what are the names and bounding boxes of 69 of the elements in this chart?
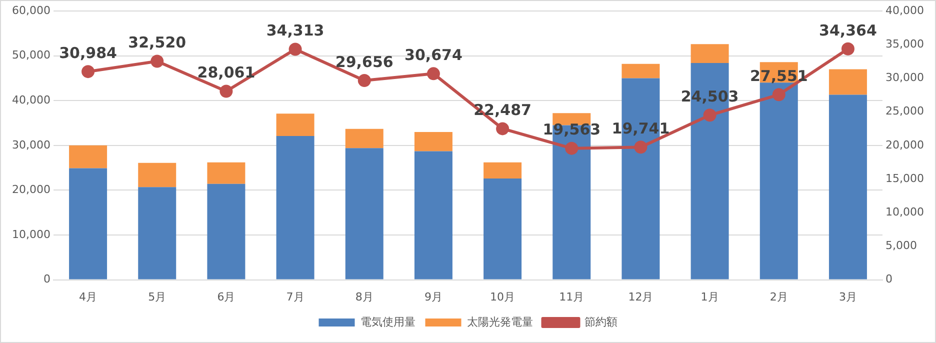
x-tick-label: 6月: [217, 290, 236, 304]
legend-label: 太陽光発電量: [466, 315, 533, 328]
y-tick-label: 50,000: [12, 48, 50, 62]
point: [841, 42, 854, 56]
y-tick-label: 10,000: [12, 228, 50, 241]
point: [772, 88, 786, 102]
y2-tick-label: 25,000: [886, 104, 924, 118]
x-tick-label: 9月: [424, 290, 442, 304]
bar: [690, 44, 729, 63]
point: [496, 122, 510, 136]
bar: [828, 94, 867, 280]
y2-tick-label: 40,000: [886, 4, 924, 17]
y-tick-label: 30,000: [12, 138, 50, 152]
point: [82, 65, 95, 78]
bar: [69, 145, 108, 168]
bar: [345, 148, 384, 280]
x-tick-label: 7月: [286, 290, 304, 304]
data-label: 34,313: [266, 22, 324, 40]
x-tick-label: 2月: [770, 290, 788, 304]
data-label: 29,656: [335, 52, 394, 71]
bar: [484, 162, 522, 179]
y2-tick-label: 15,000: [886, 172, 924, 185]
data-label: 30,674: [404, 46, 462, 64]
x-tick-label: 1月: [700, 290, 719, 304]
y-tick-label: 40,000: [12, 93, 50, 106]
point: [703, 108, 716, 122]
point: [565, 142, 578, 155]
point: [634, 140, 648, 154]
bar: [207, 184, 246, 280]
x-tick-label: 8月: [355, 290, 374, 304]
bar: [138, 162, 176, 188]
bar: [207, 162, 246, 184]
x-tick-label: 4月: [79, 290, 98, 304]
x-tick-label: 3月: [838, 290, 857, 304]
point: [426, 67, 440, 80]
point: [150, 54, 164, 68]
bar: [276, 114, 314, 136]
y-tick-label: 20,000: [12, 183, 50, 196]
bar: [138, 187, 176, 280]
y2-tick-label: 10,000: [886, 205, 924, 218]
data-label: 32,520: [128, 34, 186, 52]
point: [358, 74, 371, 88]
point: [220, 84, 233, 98]
bar: [276, 136, 314, 280]
bar: [414, 151, 452, 280]
y2-tick-label: 35,000: [886, 37, 924, 50]
x-tick-label: 10月: [490, 290, 516, 304]
legend-label: 節約額: [584, 315, 618, 328]
point: [288, 42, 302, 56]
y2-tick-label: 5,000: [886, 239, 918, 252]
legend-label: 電気使用量: [360, 315, 416, 328]
bar: [345, 128, 384, 148]
y2-tick-label: 30,000: [886, 71, 924, 84]
y2-tick-label: 20,000: [886, 138, 924, 152]
x-tick-label: 12月: [628, 290, 654, 304]
x-tick-label: 5月: [148, 290, 166, 304]
bar: [69, 168, 108, 280]
bar: [760, 82, 798, 280]
x-tick-label: 11月: [559, 290, 584, 304]
data-label: 28,061: [197, 64, 256, 82]
bar: [484, 178, 522, 280]
data-label: 30,984: [59, 44, 117, 62]
bar: [828, 69, 867, 95]
y2-tick-label: 0: [886, 272, 893, 286]
y-tick-label: 60,000: [12, 4, 50, 17]
y-tick-label: 0: [43, 272, 50, 286]
data-label: 34,364: [819, 21, 877, 40]
bar: [414, 132, 452, 152]
bar: [622, 64, 660, 78]
